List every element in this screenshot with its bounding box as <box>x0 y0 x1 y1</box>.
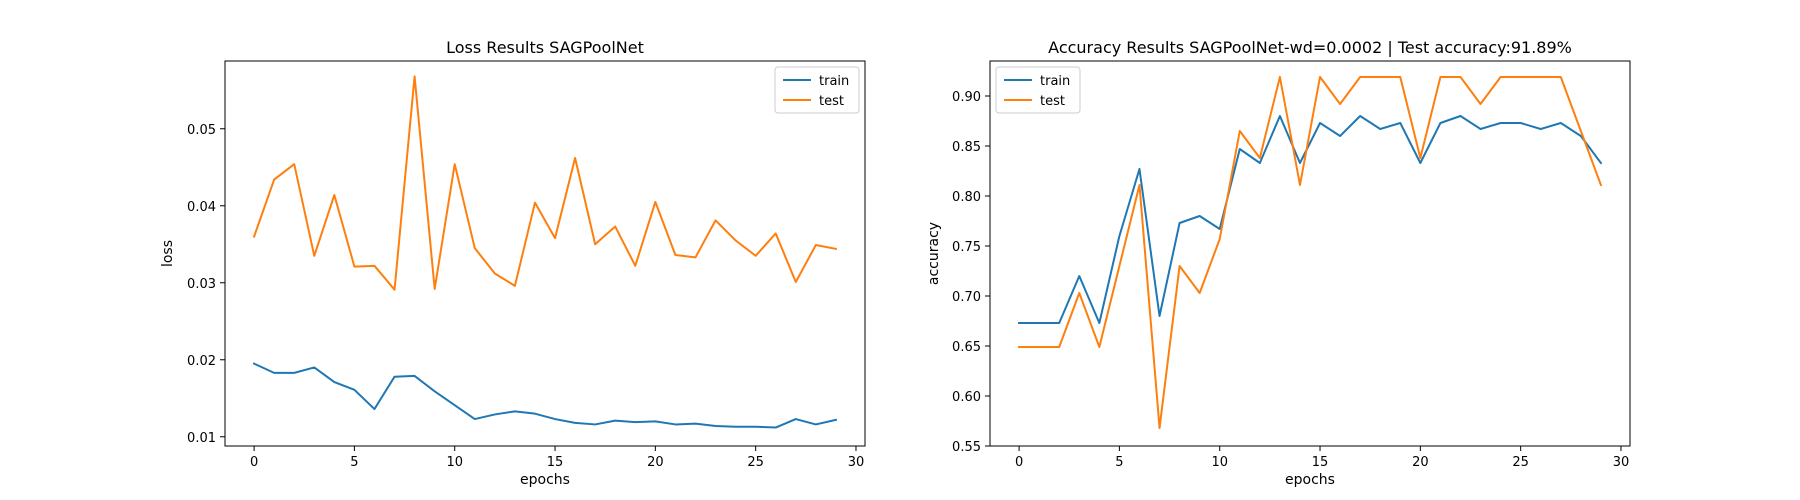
y-tick-label: 0.55 <box>952 440 981 455</box>
legend-label-train: train <box>1040 74 1070 89</box>
legend-label-test: test <box>819 94 844 109</box>
x-tick-label: 20 <box>1412 455 1429 470</box>
x-tick-label: 15 <box>1312 455 1329 470</box>
series-line-test <box>252 75 838 291</box>
series-line-train <box>252 362 838 429</box>
x-tick-label: 10 <box>446 455 463 470</box>
legend: train test <box>995 66 1081 114</box>
y-tick-label: 0.75 <box>952 240 981 255</box>
series-line-train <box>1018 115 1603 324</box>
y-tick-label: 0.60 <box>952 390 981 405</box>
y-tick-label: 0.02 <box>187 354 216 369</box>
x-tick-label: 25 <box>747 455 764 470</box>
plot-frame <box>224 60 866 447</box>
chart-title: Loss Results SAGPoolNet <box>446 38 644 57</box>
x-tick-label: 30 <box>848 455 865 470</box>
x-tick-label: 15 <box>547 455 564 470</box>
y-tick-label: 0.65 <box>952 340 981 355</box>
accuracy-chart: Accuracy Results SAGPoolNet-wd=0.0002 | … <box>926 38 1631 488</box>
chart-title: Accuracy Results SAGPoolNet-wd=0.0002 | … <box>1048 38 1572 57</box>
x-axis-label: epochs <box>1285 472 1335 488</box>
series-line-test <box>1018 76 1603 429</box>
x-tick-label: 25 <box>1512 455 1529 470</box>
y-tick-label: 0.80 <box>952 190 981 205</box>
x-tick-label: 5 <box>1115 455 1123 470</box>
legend-label-test: test <box>1040 94 1065 109</box>
y-tick-label: 0.04 <box>187 200 216 215</box>
loss-chart: Loss Results SAGPoolNet 0 5 10 15 20 25 30 0.01 0… <box>160 38 866 488</box>
y-tick-label: 0.90 <box>952 90 981 105</box>
legend: train test <box>774 66 860 114</box>
x-tick-label: 5 <box>350 455 358 470</box>
x-tick-label: 30 <box>1613 455 1630 470</box>
y-tick-label: 0.05 <box>187 123 216 138</box>
plot-frame <box>989 60 1631 447</box>
y-axis-label: loss <box>160 240 176 267</box>
x-tick-label: 20 <box>647 455 664 470</box>
legend-box <box>995 66 1081 114</box>
y-tick-label: 0.85 <box>952 140 981 155</box>
y-tick-label: 0.01 <box>187 431 216 446</box>
x-axis-label: epochs <box>520 472 570 488</box>
y-axis-label: accuracy <box>926 222 942 285</box>
x-tick-label: 10 <box>1211 455 1228 470</box>
legend-label-train: train <box>819 74 849 89</box>
y-tick-label: 0.03 <box>187 277 216 292</box>
y-tick-label: 0.70 <box>952 290 981 305</box>
x-tick-label: 0 <box>1015 455 1023 470</box>
x-tick-label: 0 <box>250 455 258 470</box>
legend-box <box>774 66 860 114</box>
